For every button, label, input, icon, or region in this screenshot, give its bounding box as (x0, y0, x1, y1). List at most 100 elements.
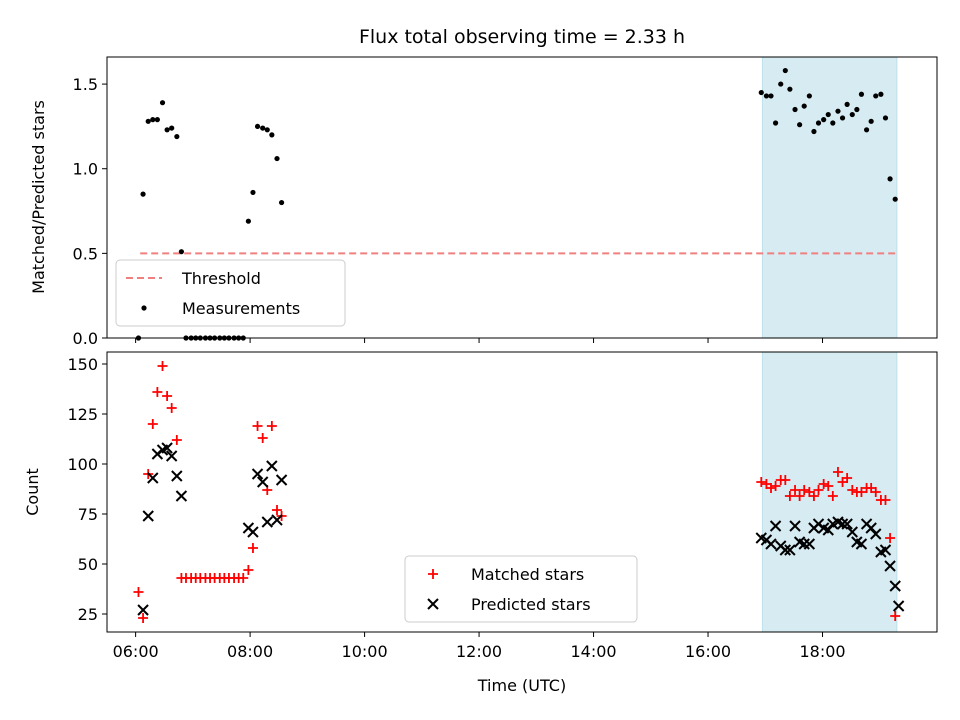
y-tick-label: 0.0 (73, 329, 98, 348)
data-point-matched (790, 485, 801, 495)
x-tick-label: 18:00 (799, 642, 845, 661)
data-point-matched (243, 565, 254, 575)
data-point-predicted (251, 468, 264, 480)
data-point (873, 93, 879, 99)
data-point (830, 120, 836, 126)
highlight-span (761, 56, 898, 339)
data-point-matched (247, 543, 258, 553)
data-point-matched (885, 533, 896, 543)
y-tick-label: 25 (78, 605, 98, 624)
data-point (264, 127, 270, 133)
legend-marker-x (427, 598, 439, 610)
y-tick-label: 100 (67, 455, 98, 474)
data-point-predicted (879, 544, 892, 556)
data-point (825, 111, 831, 118)
data-point (763, 93, 770, 99)
data-point-matched (162, 391, 173, 401)
data-point-predicted (892, 600, 905, 612)
legend-label: Predicted stars (471, 595, 591, 614)
data-point (844, 101, 850, 107)
data-point-predicted (889, 580, 901, 592)
data-point-predicted (137, 604, 149, 616)
data-point-matched (157, 361, 168, 371)
data-point-matched (147, 419, 158, 429)
data-point-predicted (165, 450, 178, 462)
top-y-axis-label: Matched/Predicted stars (29, 100, 48, 294)
data-point-matched (880, 495, 891, 505)
data-point (835, 108, 841, 114)
data-point (245, 218, 251, 224)
data-point (169, 125, 175, 131)
y-tick-label: 75 (78, 505, 98, 524)
data-point-predicted (765, 538, 777, 550)
data-point-matched (166, 403, 177, 413)
data-point-predicted (841, 518, 853, 530)
y-tick-label: 1.5 (73, 75, 98, 94)
data-point-predicted (261, 516, 273, 528)
data-point-matched (780, 475, 791, 485)
data-point-matched (823, 481, 834, 491)
data-point (839, 115, 846, 121)
data-point (892, 196, 898, 202)
data-point-matched (799, 485, 810, 495)
data-point-predicted (865, 522, 877, 534)
data-point-predicted (266, 460, 278, 472)
data-point (806, 93, 812, 99)
data-point (801, 103, 807, 109)
data-point (260, 125, 266, 131)
data-point-matched (756, 477, 767, 487)
data-point-matched (856, 487, 867, 497)
data-point-matched (890, 611, 901, 621)
data-point-matched (252, 421, 263, 431)
data-point (782, 67, 788, 74)
data-point-matched (133, 587, 144, 597)
data-point-predicted (171, 470, 183, 482)
data-point-predicted (142, 510, 154, 522)
legend-label: Measurements (182, 299, 300, 318)
data-point-matched (766, 483, 776, 493)
chart-title: Flux total observing time = 2.33 h (359, 26, 685, 48)
data-point (254, 123, 261, 130)
data-point (145, 118, 151, 124)
data-point (887, 176, 893, 182)
data-point (787, 86, 793, 92)
data-point-matched (794, 491, 805, 501)
data-point (269, 132, 275, 138)
data-point-predicted (275, 474, 288, 486)
bottom-panel: 25 50 75 100 125 150 06:00 08:00 10:00 12:00 14:00… (67, 351, 938, 661)
data-point-matched (827, 491, 838, 501)
data-point-matched (808, 491, 819, 501)
axes-frame (106, 351, 938, 633)
x-tick-label: 10:00 (342, 642, 388, 661)
data-point-predicted (161, 442, 173, 454)
x-tick-label: 06:00 (113, 642, 159, 661)
data-point (811, 128, 817, 135)
data-point-predicted (779, 544, 792, 556)
legend-marker-plus (428, 569, 438, 579)
data-point (772, 120, 779, 126)
top-panel: 0.0 0.5 1.0 1.5 Threshold Measurements (73, 56, 938, 348)
data-point-matched (272, 505, 283, 515)
data-point (174, 133, 180, 140)
data-point (178, 249, 185, 255)
data-point-predicted (836, 518, 849, 530)
x-tick-label: 08:00 (227, 642, 273, 661)
data-point-predicted (247, 526, 259, 538)
legend-marker-dot (141, 305, 147, 311)
y-tick-label: 0.5 (73, 244, 98, 263)
data-point (140, 191, 146, 197)
data-point (150, 117, 156, 123)
data-point (758, 89, 764, 96)
axes-frame (106, 56, 938, 339)
data-point (250, 189, 256, 196)
legend-label: Matched stars (471, 565, 584, 584)
data-point (815, 120, 822, 126)
data-point-predicted (855, 538, 868, 550)
legend-box (115, 259, 346, 327)
data-point (849, 111, 855, 118)
data-point-predicted (789, 520, 801, 532)
data-point (154, 117, 160, 123)
y-tick-label: 1.0 (73, 160, 98, 179)
data-point-predicted (870, 528, 882, 540)
bottom-y-axis-label: Count (23, 468, 42, 516)
